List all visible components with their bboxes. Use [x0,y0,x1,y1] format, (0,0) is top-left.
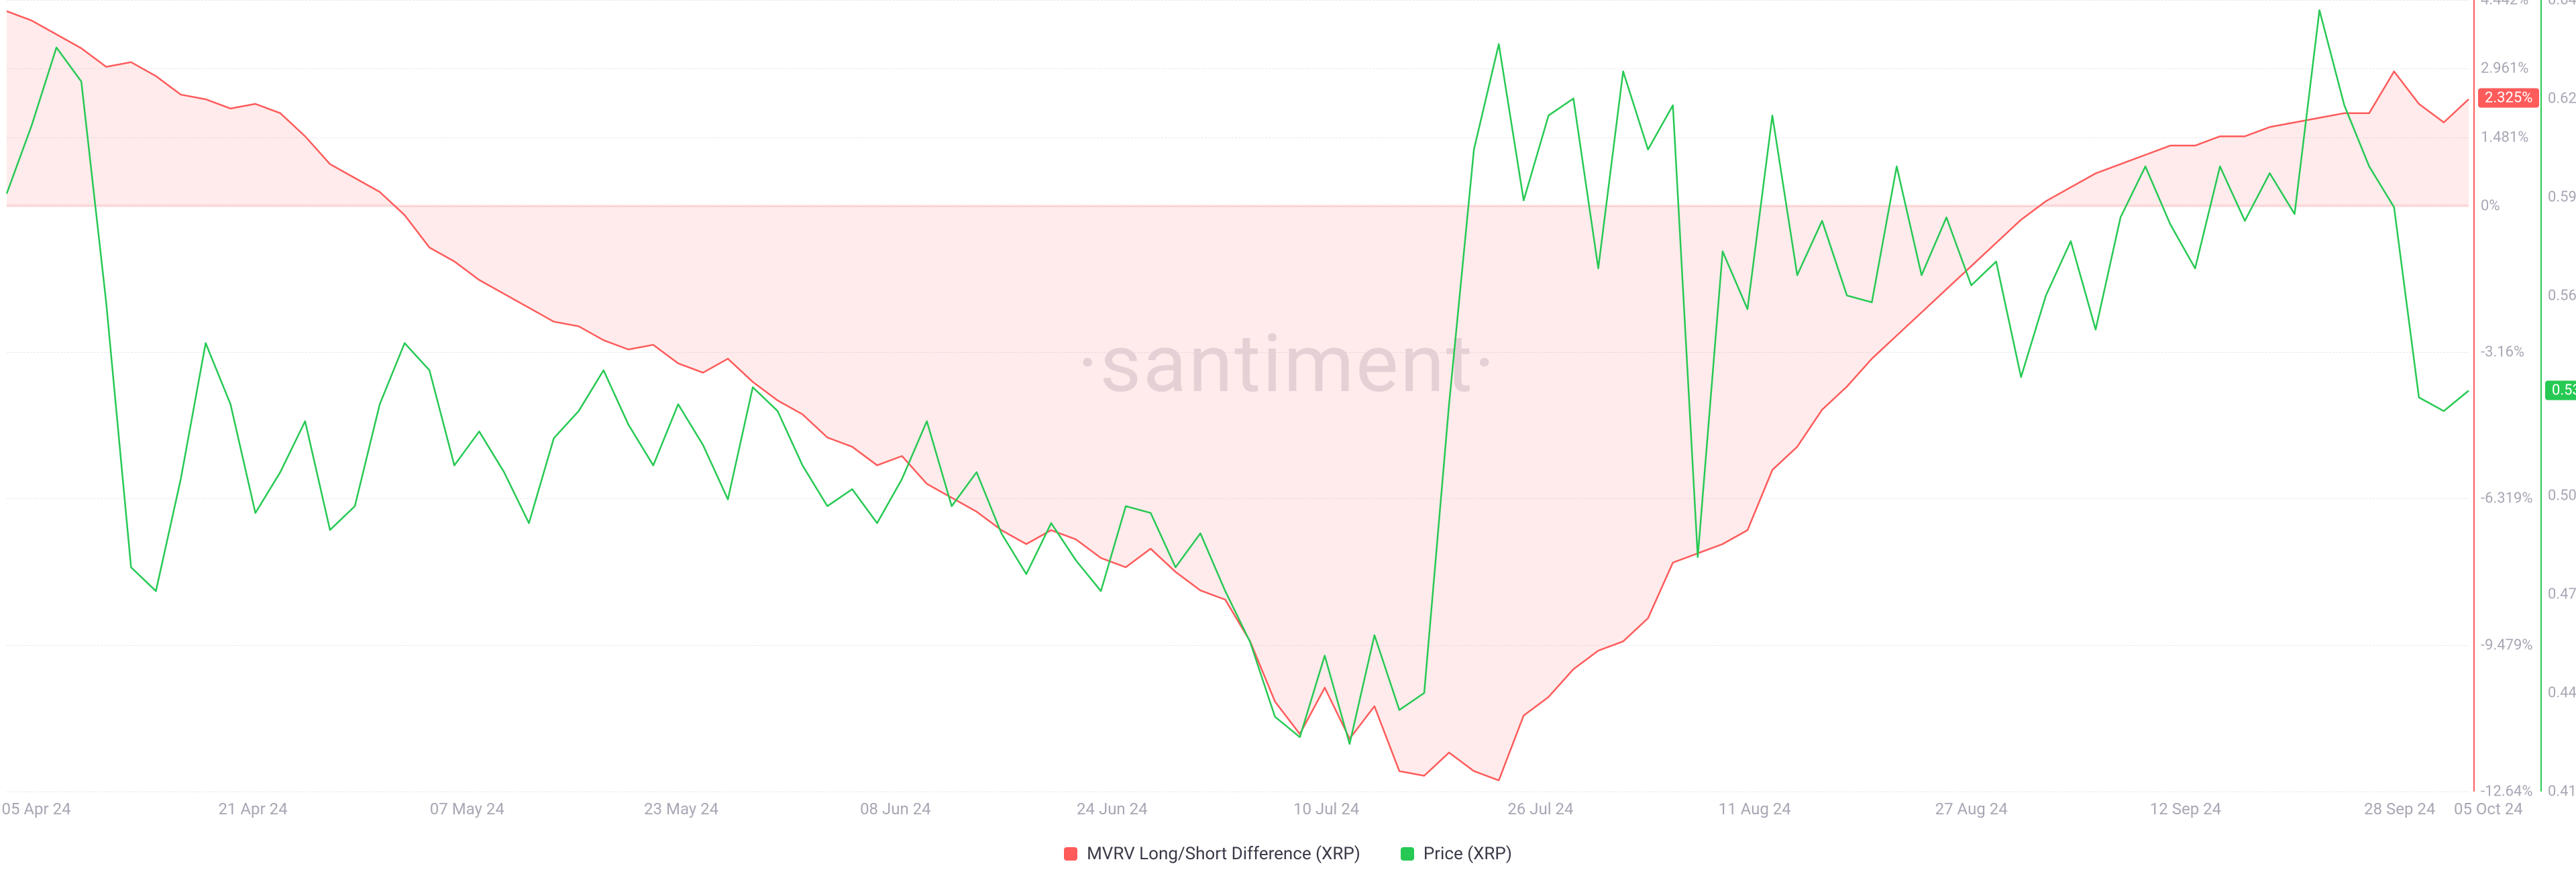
chart-svg [0,0,2576,872]
mvrv-area [7,11,2469,781]
chart-container: ·santiment· 05 Apr 2421 Apr 2407 May 242… [0,0,2576,872]
